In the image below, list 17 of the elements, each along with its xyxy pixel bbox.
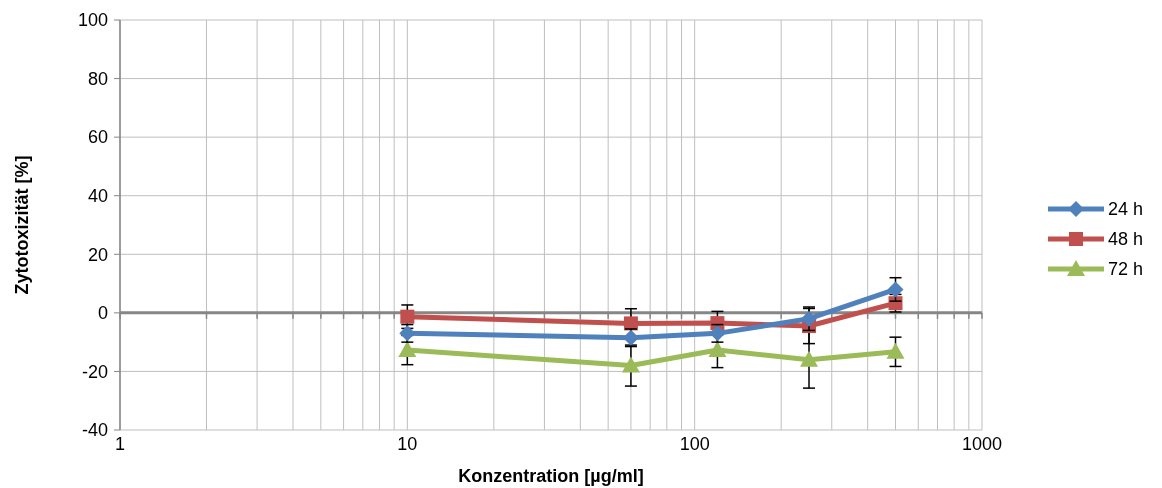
x-tick-label: 1000 [961,434,1003,454]
x-axis-title: Konzentration [µg/ml] [458,466,644,486]
y-tick-label: 0 [97,303,108,324]
legend-label: 24 h [1108,199,1144,220]
y-tick-label: 60 [87,127,108,148]
y-tick-label: -20 [81,361,108,382]
legend-label: 48 h [1108,229,1144,250]
x-tick-label: 10 [397,434,418,454]
x-tick-label: 100 [679,434,710,454]
legend-label: 72 h [1108,259,1144,280]
y-tick-label: 20 [87,244,108,265]
y-tick-label: 100 [77,10,108,31]
y-axis-title: Zytotoxizität [%] [12,155,32,295]
x-tick-label: 1 [114,434,126,454]
y-tick-label: -40 [81,420,108,441]
y-tick-label: 80 [87,68,108,89]
y-tick-label: 40 [87,186,108,207]
